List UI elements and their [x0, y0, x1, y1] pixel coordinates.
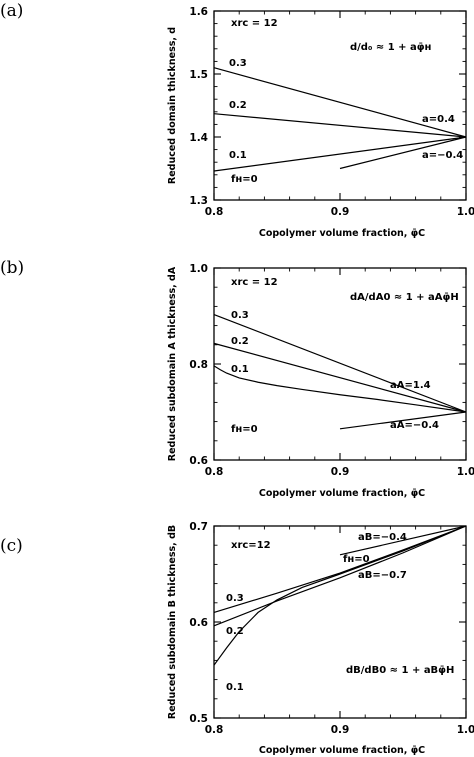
- panel-a-letter: (a): [0, 1, 23, 21]
- panel-c-yaxis-label: Reduced subdomain B thickness, dB: [167, 525, 178, 719]
- panel-b-param-label: xrᴄ = 12: [231, 277, 278, 288]
- panel-c-series-label: 0.2: [226, 626, 244, 637]
- panel-c-ytick-label: 0.7: [189, 521, 208, 533]
- panel-b-xaxis-label: Copolymer volume fraction, φ̄C: [259, 488, 425, 499]
- panel-b-series-line: [339, 411, 467, 430]
- panel-a-series-label: 0.1: [229, 150, 247, 161]
- panel-a-a-lower-label: a=−0.4: [422, 150, 463, 161]
- panel-b-ytick-label: 0.6: [189, 455, 208, 467]
- panel-c-xtick-label: 0.8: [205, 724, 224, 736]
- panel-a-ytick-label: 1.5: [189, 69, 208, 81]
- panel-b-series-label: fʜ=0: [231, 424, 258, 435]
- panel-a-ytick-label: 1.6: [189, 6, 208, 18]
- panel-c-series-line: [339, 525, 467, 556]
- panel-a-xaxis-label: Copolymer volume fraction, φ̄C: [259, 228, 425, 239]
- panel-b-equation: dA/dA0 ≈ 1 + aAφ̄H: [350, 292, 459, 303]
- panel-c-xtick-label: 1.0: [457, 724, 474, 736]
- panel-a-param-label: xrᴄ = 12: [231, 18, 278, 29]
- panel-a-series-label: 0.3: [229, 58, 247, 69]
- panel-c-series-line: [213, 525, 467, 627]
- panel-a-xtick-label: 1.0: [457, 206, 474, 218]
- panel-c-a-lower-label: aB=−0.7: [358, 570, 407, 581]
- panel-c-a-upper-label: aB=−0.4: [358, 532, 407, 543]
- panel-a-series-label: fʜ=0: [231, 174, 258, 185]
- panel-b-xtick-label: 1.0: [457, 466, 474, 478]
- panel-c-letter: (c): [0, 536, 23, 556]
- panel-a-series-line: [213, 113, 467, 138]
- panel-c-param-label: xrᴄ=12: [231, 540, 271, 551]
- panel-a-plot-frame: [213, 10, 467, 201]
- panel-c-xtick-label: 0.9: [331, 724, 350, 736]
- panel-b-ytick-label: 1.0: [189, 263, 208, 275]
- panel-a-a-upper-label: a=0.4: [422, 114, 455, 125]
- panel-a-equation: d/d₀ ≈ 1 + aφ̄ʜ: [350, 42, 432, 53]
- panel-b-xtick-label: 0.8: [205, 466, 224, 478]
- panel-a-series-line: [339, 136, 467, 170]
- panel-c-series-label: 0.1: [226, 682, 244, 693]
- panel-a-xtick-label: 0.9: [331, 206, 350, 218]
- panel-b-series-label: 0.1: [231, 364, 249, 375]
- panel-a-ytick-label: 1.4: [189, 132, 208, 144]
- panel-c-xaxis-label: Copolymer volume fraction, φ̄C: [259, 745, 425, 756]
- panel-a-series-label: 0.2: [229, 100, 247, 111]
- panel-a-ytick-label: 1.3: [189, 195, 208, 207]
- panel-b-a-upper-label: aA=1.4: [390, 380, 431, 391]
- panel-b-yaxis-label: Reduced subdomain A thickness, dA: [167, 266, 178, 461]
- panel-b-series-line: [213, 342, 467, 413]
- panel-a-series-line: [213, 67, 467, 138]
- panel-b-series-label: 0.2: [231, 336, 249, 347]
- panel-b-ytick-label: 0.8: [189, 359, 208, 371]
- panel-c-series-label: 0.3: [226, 593, 244, 604]
- panel-b-series-label: 0.3: [231, 310, 249, 321]
- panel-a-xtick-label: 0.8: [205, 206, 224, 218]
- panel-a-yaxis-label: Reduced domain thickness, d: [167, 27, 178, 184]
- panel-b-a-lower-label: aA=−0.4: [390, 420, 439, 431]
- panel-c-series-label: fʜ=0: [343, 554, 370, 565]
- panel-c-series-line: [213, 525, 467, 666]
- panel-b-letter: (b): [0, 258, 24, 278]
- panel-b-series-line: [213, 365, 467, 413]
- panel-c-ytick-label: 0.5: [189, 713, 208, 725]
- panel-b-series-line: [213, 314, 467, 413]
- panel-c-series-line: [213, 525, 467, 613]
- panel-c-equation: dB/dB0 ≈ 1 + aBφ̄H: [346, 665, 454, 676]
- panel-a-series-line: [213, 136, 467, 172]
- panel-c-ytick-label: 0.6: [189, 617, 208, 629]
- panel-b-xtick-label: 0.9: [331, 466, 350, 478]
